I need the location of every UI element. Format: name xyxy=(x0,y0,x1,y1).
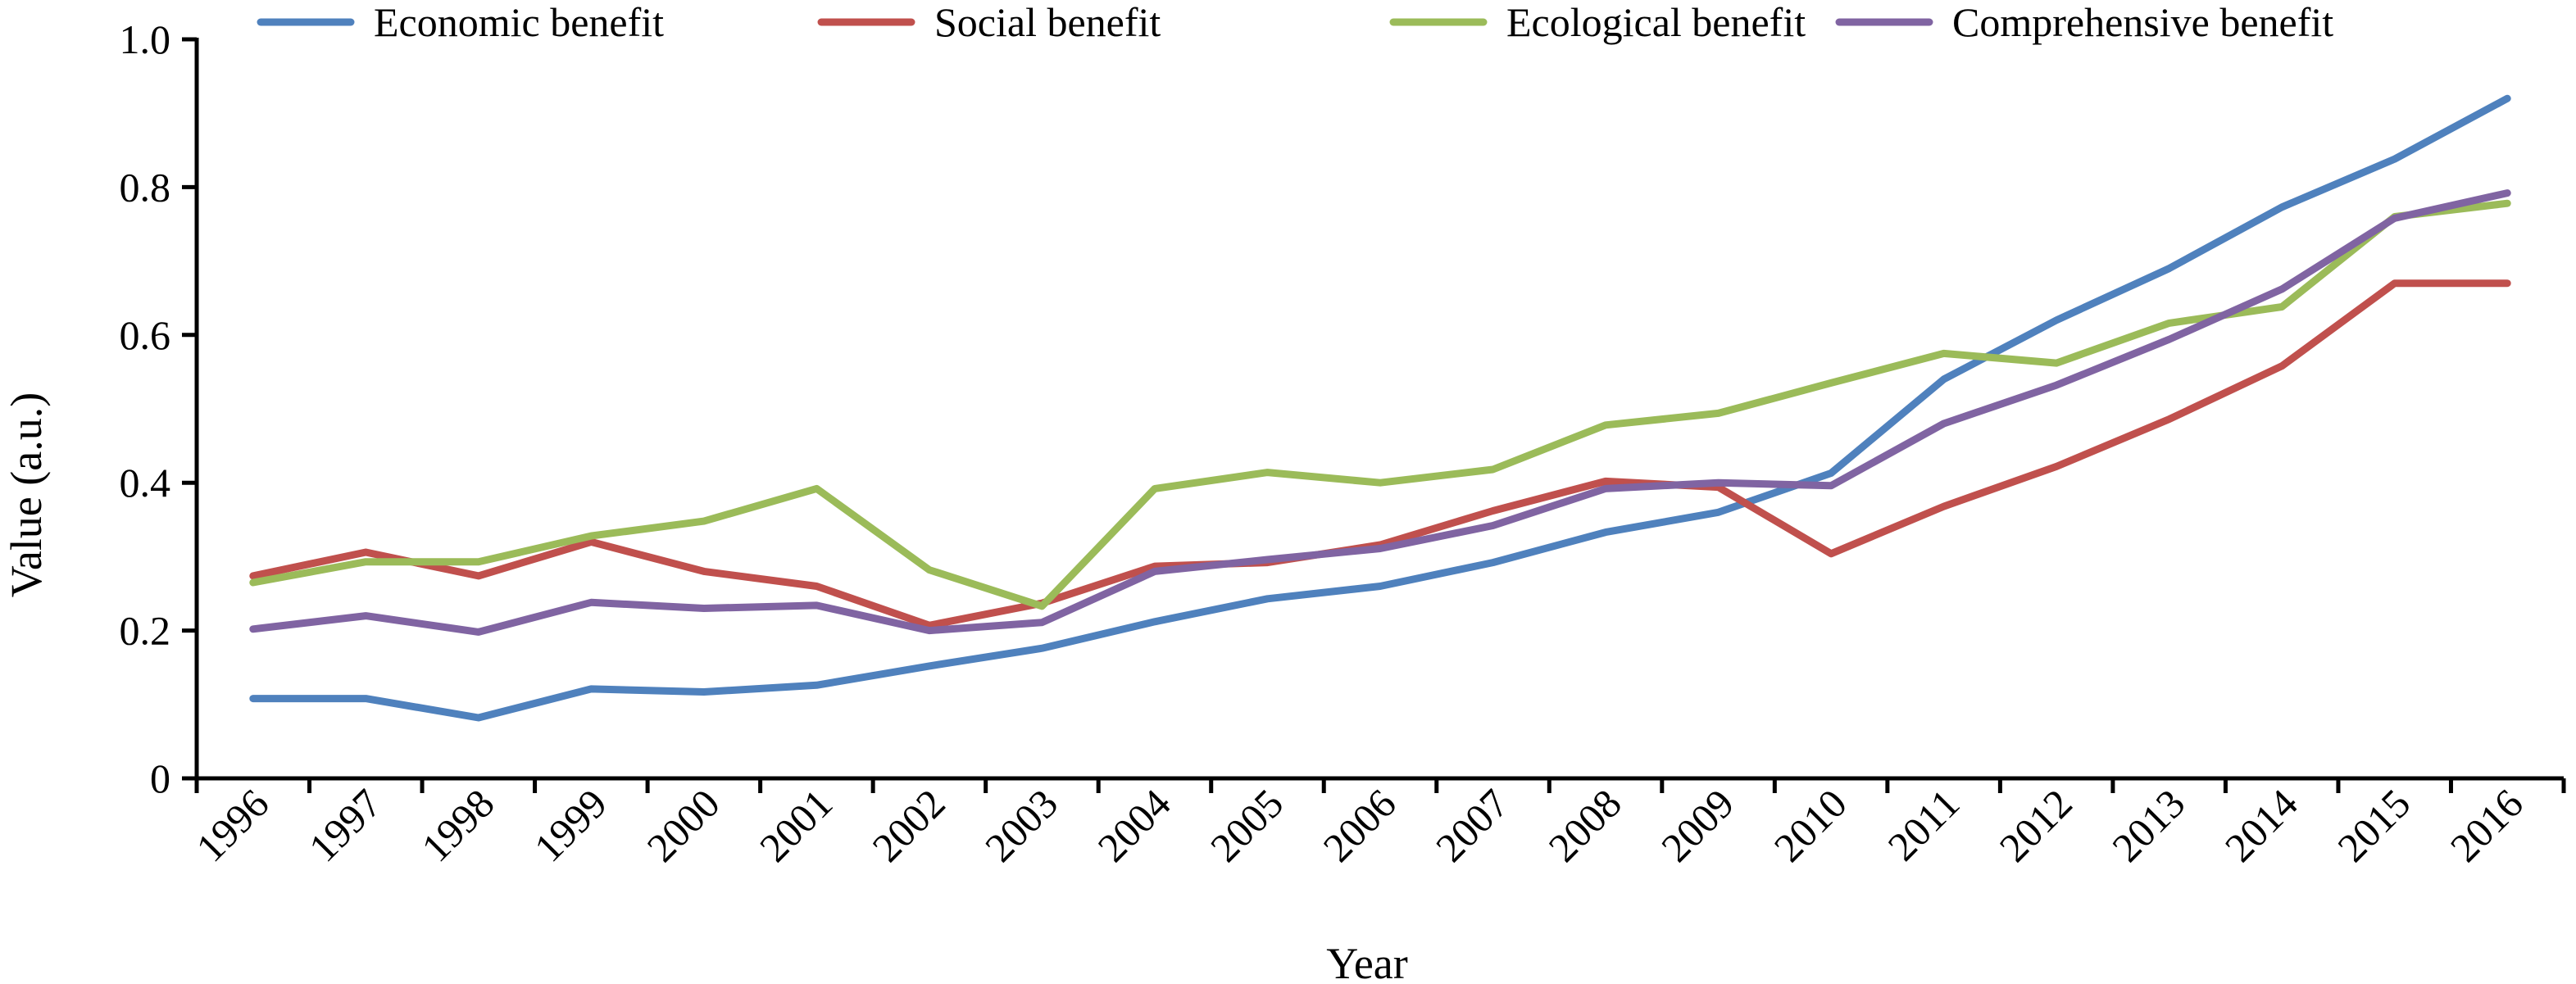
y-axis-title: Value (a.u.) xyxy=(2,392,51,597)
x-tick-label: 2016 xyxy=(2442,780,2532,870)
x-axis-title: Year xyxy=(1326,939,1408,984)
x-tick-label: 2004 xyxy=(1088,780,1179,870)
series-line-1 xyxy=(249,94,2511,722)
legend-label-4: Comprehensive benefit xyxy=(1952,0,2333,45)
x-tick-label: 1998 xyxy=(412,780,502,870)
x-tick-label: 1999 xyxy=(525,780,616,870)
legend-label-1: Economic benefit xyxy=(374,0,664,45)
x-tick-label: 2009 xyxy=(1652,780,1742,870)
x-tick-label: 2007 xyxy=(1427,780,1517,870)
series-line-2 xyxy=(249,279,2511,629)
legend: Economic benefit Social benefit Ecological… xyxy=(257,0,2333,45)
y-tick-label: 0.2 xyxy=(120,608,171,654)
series-line-3 xyxy=(249,199,2511,610)
x-tick-label: 2001 xyxy=(751,780,841,870)
x-tick-label: 2003 xyxy=(976,780,1066,870)
x-tick-label: 2005 xyxy=(1202,780,1292,870)
x-tick-label: 2014 xyxy=(2216,780,2306,870)
axes: 0 0.2 0.4 0.6 0.8 1.0 1996 1997 1998 1999 2000 2001… xyxy=(120,16,2566,870)
series-layer xyxy=(249,94,2511,722)
x-tick-label: 2008 xyxy=(1539,780,1629,870)
series-line-4 xyxy=(249,189,2511,636)
y-tick-label: 0.8 xyxy=(120,164,171,210)
legend-label-2: Social benefit xyxy=(934,0,1161,45)
legend-label-3: Ecological benefit xyxy=(1506,0,1806,45)
y-tick-label: 0 xyxy=(150,755,170,801)
y-tick-label: 0.4 xyxy=(120,460,171,506)
y-tick-label: 0.6 xyxy=(120,312,171,358)
x-tick-label: 2002 xyxy=(863,780,953,870)
x-tick-label: 2000 xyxy=(638,780,728,870)
y-tick-label: 1.0 xyxy=(120,16,171,62)
x-tick-label: 2006 xyxy=(1314,780,1404,870)
x-tick-label: 1996 xyxy=(187,780,277,870)
x-tick-label: 1997 xyxy=(300,780,390,870)
x-tick-label: 2010 xyxy=(1765,780,1856,870)
x-tick-label: 2013 xyxy=(2103,780,2193,870)
x-tick-label: 2015 xyxy=(2328,780,2419,870)
x-tick-label: 2012 xyxy=(1991,780,2081,870)
x-tick-label: 2011 xyxy=(1879,780,1968,869)
